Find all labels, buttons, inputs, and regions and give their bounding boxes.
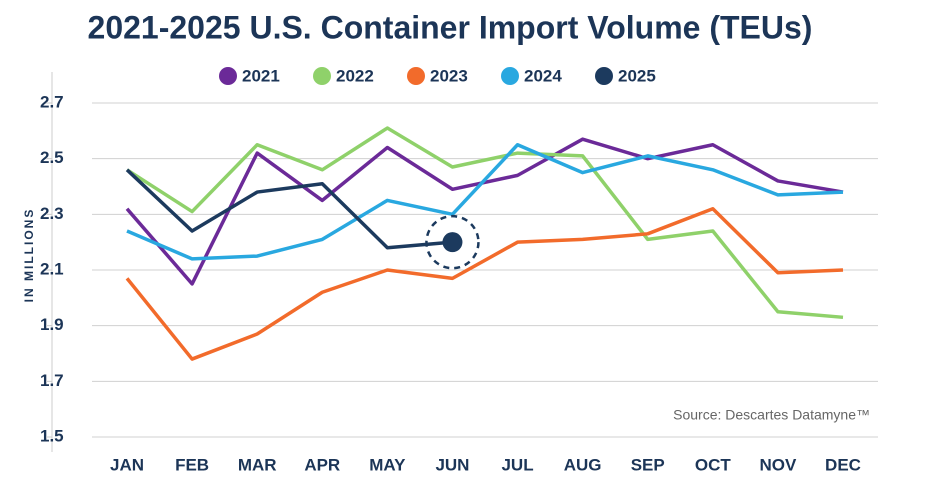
- legend-label: 2022: [336, 66, 374, 85]
- series-line: [126, 126, 844, 320]
- x-tick-label: DEC: [825, 455, 861, 474]
- y-tick-label: 1.9: [40, 315, 64, 334]
- legend-swatch: [501, 67, 519, 85]
- x-tick-label: AUG: [564, 455, 602, 474]
- legend-swatch: [219, 67, 237, 85]
- series-line: [125, 137, 844, 286]
- highlight-point: [442, 232, 463, 253]
- legend-label: 2024: [524, 66, 562, 85]
- series-line: [125, 168, 453, 250]
- y-tick-label: 2.1: [40, 259, 64, 278]
- highlight-ring: [425, 214, 480, 270]
- x-tick-label: SEP: [631, 455, 665, 474]
- x-tick-label: OCT: [695, 455, 732, 474]
- source-note: Source: Descartes Datamyne™: [673, 407, 870, 423]
- x-tick-label: FEB: [175, 455, 209, 474]
- series-line: [126, 143, 844, 261]
- y-axis-label: IN MILLIONS: [22, 208, 36, 303]
- legend-label: 2021: [242, 66, 280, 85]
- y-tick-label: 1.7: [40, 371, 64, 390]
- legend-swatch: [407, 67, 425, 85]
- x-tick-label: JUN: [435, 455, 469, 474]
- y-tick-label: 2.5: [40, 148, 64, 167]
- legend-label: 2023: [430, 66, 468, 85]
- series-line: [125, 207, 844, 361]
- x-tick-label: MAR: [238, 455, 277, 474]
- x-tick-label: JUL: [501, 455, 533, 474]
- y-tick-label: 2.7: [40, 92, 64, 111]
- x-tick-label: NOV: [759, 455, 797, 474]
- y-tick-label: 2.3: [40, 204, 64, 223]
- x-tick-label: APR: [304, 455, 340, 474]
- chart-title: 2021-2025 U.S. Container Import Volume (…: [88, 9, 813, 45]
- y-tick-label: 1.5: [40, 426, 64, 445]
- legend-swatch: [313, 67, 331, 85]
- legend-swatch: [595, 67, 613, 85]
- legend-label: 2025: [618, 66, 656, 85]
- x-tick-label: MAY: [369, 455, 406, 474]
- x-tick-label: JAN: [110, 455, 144, 474]
